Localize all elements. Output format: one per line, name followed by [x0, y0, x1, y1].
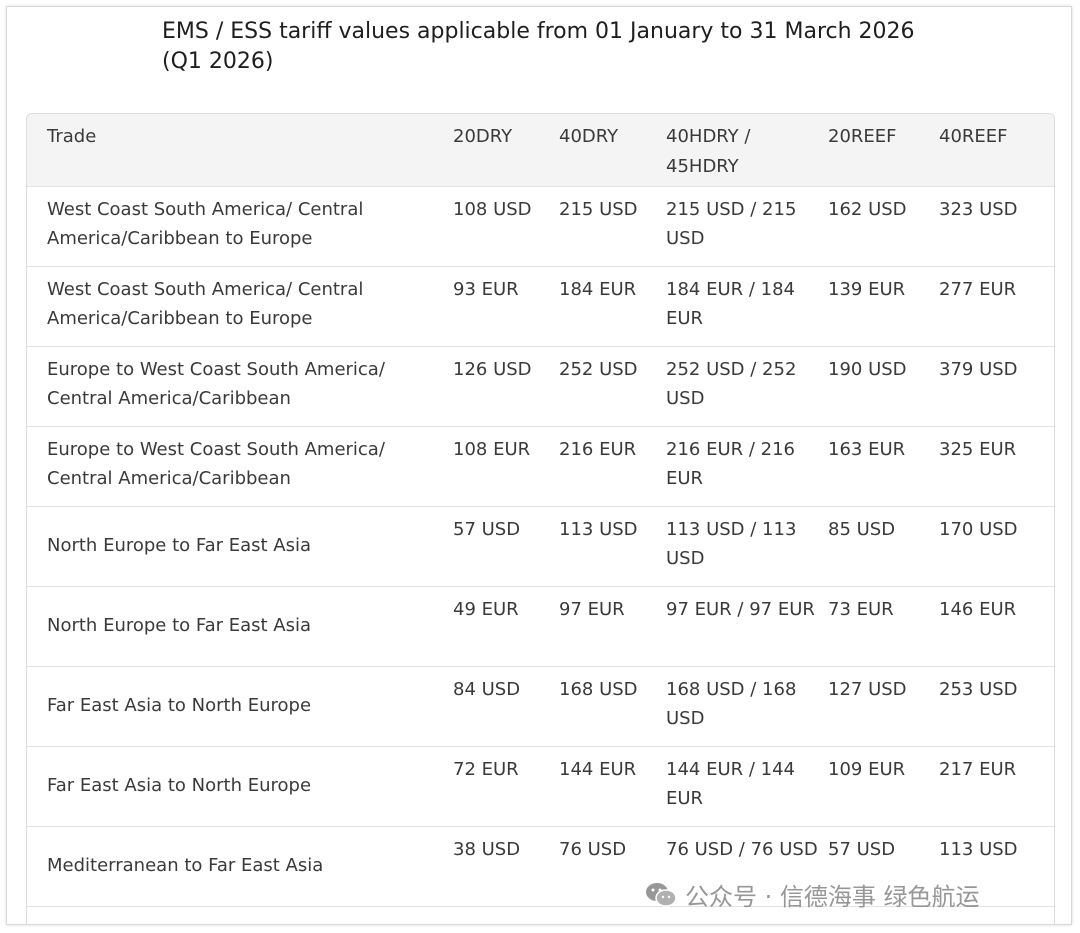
cell-trade: Far East Asia to North Europe: [27, 666, 453, 747]
cell-20dry: 108 EUR: [453, 426, 559, 507]
cell-20dry: 49 EUR: [453, 586, 559, 667]
table-header-row: Trade 20DRY 40DRY 40HDRY / 45HDRY 20REEF…: [27, 114, 1054, 187]
document-frame: EMS / ESS tariff values applicable from …: [6, 6, 1072, 925]
table-row: Europe to West Coast South America/ Cent…: [27, 346, 1054, 427]
tariff-table: Trade 20DRY 40DRY 40HDRY / 45HDRY 20REEF…: [27, 114, 1054, 907]
cell-trade: North Europe to Far East Asia: [27, 586, 453, 667]
cell-40hdry: 76 USD / 76 USD: [666, 826, 828, 907]
header-40reef: 40REEF: [939, 114, 1054, 187]
cell-20reef: 127 USD: [828, 666, 939, 747]
cell-40hdry: 144 EUR / 144 EUR: [666, 746, 828, 827]
cell-40dry: 216 EUR: [559, 426, 666, 507]
cell-20dry: 72 EUR: [453, 746, 559, 827]
cell-40hdry: 184 EUR / 184 EUR: [666, 266, 828, 347]
cell-40reef: 277 EUR: [939, 266, 1054, 347]
table-row: North Europe to Far East Asia 57 USD 113…: [27, 506, 1054, 587]
cell-40dry: 252 USD: [559, 346, 666, 427]
cell-trade: West Coast South America/ Central Americ…: [27, 266, 453, 347]
table-row: Far East Asia to North Europe 84 USD 168…: [27, 666, 1054, 747]
cell-trade: Mediterranean to Far East Asia: [27, 826, 453, 907]
cell-20reef: 85 USD: [828, 506, 939, 587]
header-trade: Trade: [27, 114, 453, 187]
table-row: North Europe to Far East Asia 49 EUR 97 …: [27, 586, 1054, 667]
cell-trade: North Europe to Far East Asia: [27, 506, 453, 587]
cell-20reef: 162 USD: [828, 186, 939, 267]
page-title: EMS / ESS tariff values applicable from …: [162, 19, 915, 74]
cell-40reef: 379 USD: [939, 346, 1054, 427]
cell-40reef: 170 USD: [939, 506, 1054, 587]
cell-40reef: 253 USD: [939, 666, 1054, 747]
table-row: Far East Asia to North Europe 72 EUR 144…: [27, 746, 1054, 827]
cell-40reef: 323 USD: [939, 186, 1054, 267]
cell-40dry: 144 EUR: [559, 746, 666, 827]
cell-20dry: 126 USD: [453, 346, 559, 427]
cell-40reef: 113 USD: [939, 826, 1054, 907]
cell-40dry: 215 USD: [559, 186, 666, 267]
header-40hdry-45hdry: 40HDRY / 45HDRY: [666, 114, 828, 187]
wechat-icon: [646, 882, 677, 907]
cell-40dry: 168 USD: [559, 666, 666, 747]
cell-40reef: 217 EUR: [939, 746, 1054, 827]
cell-40dry: 97 EUR: [559, 586, 666, 667]
cell-20dry: 108 USD: [453, 186, 559, 267]
header-20reef: 20REEF: [828, 114, 939, 187]
cell-40hdry: 97 EUR / 97 EUR: [666, 586, 828, 667]
cell-40dry: 184 EUR: [559, 266, 666, 347]
header-20dry: 20DRY: [453, 114, 559, 187]
cell-20dry: 84 USD: [453, 666, 559, 747]
cell-40reef: 146 EUR: [939, 586, 1054, 667]
cell-20reef: 73 EUR: [828, 586, 939, 667]
cell-20reef: 109 EUR: [828, 746, 939, 827]
cell-20reef: 139 EUR: [828, 266, 939, 347]
cell-trade: Europe to West Coast South America/ Cent…: [27, 426, 453, 507]
header-40dry: 40DRY: [559, 114, 666, 187]
cell-40dry: 113 USD: [559, 506, 666, 587]
tariff-table-container: Trade 20DRY 40DRY 40HDRY / 45HDRY 20REEF…: [26, 113, 1055, 924]
table-row: West Coast South America/ Central Americ…: [27, 266, 1054, 347]
cell-trade: West Coast South America/ Central Americ…: [27, 186, 453, 267]
cell-20dry: 57 USD: [453, 506, 559, 587]
cell-20reef: 163 EUR: [828, 426, 939, 507]
cell-20dry: 93 EUR: [453, 266, 559, 347]
cell-20reef: 190 USD: [828, 346, 939, 427]
table-row: Europe to West Coast South America/ Cent…: [27, 426, 1054, 507]
table-row: West Coast South America/ Central Americ…: [27, 186, 1054, 267]
cell-20dry: 38 USD: [453, 826, 559, 907]
watermark: 公众号 · 信德海事 绿色航运: [645, 877, 980, 912]
cell-40hdry: 252 USD / 252 USD: [666, 346, 828, 427]
cell-40hdry: 216 EUR / 216 EUR: [666, 426, 828, 507]
cell-40hdry: 215 USD / 215 USD: [666, 186, 828, 267]
table-row: Mediterranean to Far East Asia 38 USD 76…: [27, 826, 1054, 907]
cell-40hdry: 113 USD / 113 USD: [666, 506, 828, 587]
cell-40reef: 325 EUR: [939, 426, 1054, 507]
cell-20reef: 57 USD: [828, 826, 939, 907]
cell-trade: Far East Asia to North Europe: [27, 746, 453, 827]
cell-40hdry: 168 USD / 168 USD: [666, 666, 828, 747]
watermark-text: 公众号 · 信德海事 绿色航运: [685, 883, 980, 911]
cell-trade: Europe to West Coast South America/ Cent…: [27, 346, 453, 427]
